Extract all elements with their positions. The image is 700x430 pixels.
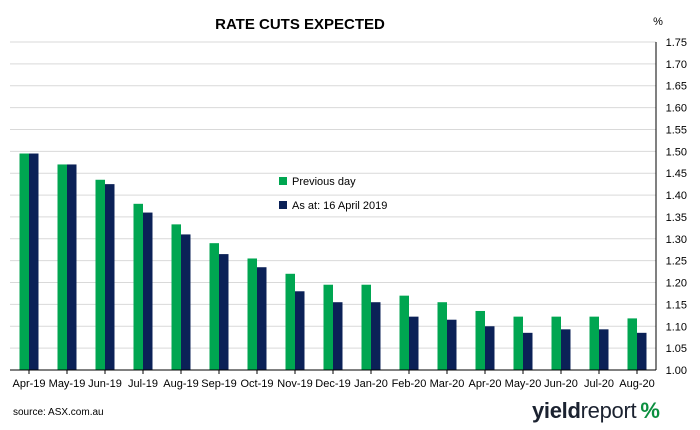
bar-as-at-may-19 (67, 164, 77, 370)
y-tick-label: 1.50 (666, 146, 687, 158)
bar-as-at-dec-19 (333, 302, 343, 370)
logo-text-yield: yield (532, 398, 581, 423)
y-tick-label: 1.65 (666, 81, 687, 93)
y-tick-label: 1.05 (666, 343, 687, 355)
legend-label-as-at: As at: 16 April 2019 (292, 200, 387, 212)
bar-as-at-feb-20 (409, 316, 419, 370)
bar-previous-day-jul-20 (589, 316, 599, 370)
logo-text-report: report (580, 398, 637, 423)
bar-previous-day-aug-19 (171, 224, 181, 370)
axes (10, 42, 657, 374)
y-tick-label: 1.60 (666, 103, 687, 115)
x-tick-label: Jul-19 (128, 378, 158, 390)
bar-as-at-jun-19 (105, 184, 115, 370)
legend-swatch-previous-day (279, 177, 287, 185)
y-tick-label: 1.75 (666, 37, 687, 49)
bar-as-at-sep-19 (219, 254, 229, 370)
percent-icon: % (640, 398, 660, 423)
x-tick-label: Jan-20 (354, 378, 388, 390)
bar-as-at-apr-19 (29, 153, 39, 370)
bar-as-at-nov-19 (295, 291, 305, 370)
y-tick-label: 1.70 (666, 59, 687, 71)
y-tick-label: 1.35 (666, 212, 687, 224)
x-tick-label: Oct-19 (240, 378, 273, 390)
y-tick-label: 1.40 (666, 190, 687, 202)
x-tick-label: Aug-20 (619, 378, 654, 390)
bar-previous-day-mar-20 (437, 302, 447, 370)
y-axis-unit-label: % (653, 16, 663, 28)
x-tick-label: Feb-20 (392, 378, 427, 390)
bar-as-at-jul-19 (143, 212, 153, 370)
legend: Previous day As at: 16 April 2019 (279, 176, 387, 212)
x-tick-label: Jul-20 (584, 378, 614, 390)
bar-as-at-jan-20 (371, 302, 381, 370)
bar-previous-day-nov-19 (285, 273, 295, 370)
legend-swatch-as-at (279, 201, 287, 209)
bar-previous-day-oct-19 (247, 258, 257, 370)
bar-as-at-jun-20 (561, 329, 571, 370)
bar-previous-day-may-19 (57, 164, 67, 370)
bars (19, 153, 647, 370)
bar-as-at-apr-20 (485, 326, 495, 370)
bar-previous-day-jan-20 (361, 284, 371, 370)
y-tick-label: 1.25 (666, 256, 687, 268)
x-tick-label: May-19 (49, 378, 86, 390)
yieldreport-logo: yieldreport % (532, 398, 660, 424)
bar-as-at-oct-19 (257, 267, 267, 370)
bar-previous-day-apr-19 (19, 153, 29, 370)
x-tick-label: Dec-19 (315, 378, 350, 390)
bar-as-at-may-20 (523, 332, 533, 370)
x-tick-label: Nov-19 (277, 378, 312, 390)
x-tick-label: Mar-20 (430, 378, 465, 390)
legend-label-previous-day: Previous day (292, 176, 356, 188)
y-tick-label: 1.30 (666, 234, 687, 246)
x-tick-label: Jun-20 (544, 378, 578, 390)
bar-as-at-aug-19 (181, 234, 191, 370)
bar-previous-day-dec-19 (323, 284, 333, 370)
bar-previous-day-jun-19 (95, 179, 105, 370)
x-tick-labels: Apr-19 May-19 Jun-19 Jul-19 Aug-19 Sep-19 Oct-… (12, 378, 654, 390)
bar-previous-day-sep-19 (209, 243, 219, 370)
bar-previous-day-aug-20 (627, 318, 637, 370)
bar-previous-day-may-20 (513, 316, 523, 370)
bar-previous-day-jun-20 (551, 316, 561, 370)
x-tick-label: May-20 (505, 378, 542, 390)
y-tick-label: 1.20 (666, 278, 687, 290)
y-tick-label: 1.15 (666, 299, 687, 311)
bar-previous-day-apr-20 (475, 310, 485, 370)
y-tick-label: 1.45 (666, 168, 687, 180)
y-tick-label: 1.00 (666, 365, 687, 377)
x-tick-label: Apr-19 (12, 378, 45, 390)
x-tick-label: Jun-19 (88, 378, 122, 390)
bar-as-at-mar-20 (447, 319, 457, 370)
x-tick-label: Apr-20 (468, 378, 501, 390)
bar-previous-day-feb-20 (399, 295, 409, 370)
y-tick-label: 1.10 (666, 321, 687, 333)
chart-title: RATE CUTS EXPECTED (215, 16, 385, 33)
bar-previous-day-jul-19 (133, 203, 143, 370)
x-tick-label: Sep-19 (201, 378, 236, 390)
gridlines (10, 41, 656, 349)
source-note: source: ASX.com.au (13, 407, 104, 418)
bar-as-at-aug-20 (637, 332, 647, 370)
x-tick-label: Aug-19 (163, 378, 198, 390)
y-tick-label: 1.55 (666, 124, 687, 136)
bar-as-at-jul-20 (599, 329, 609, 370)
y-tick-labels: 1.00 1.05 1.10 1.15 1.20 1.25 1.30 1.35 1.40 1.45… (666, 37, 687, 377)
